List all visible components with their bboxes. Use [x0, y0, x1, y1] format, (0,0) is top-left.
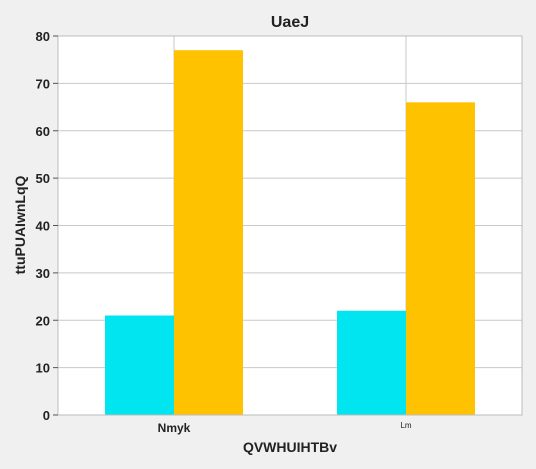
y-tick-label: 60	[36, 124, 50, 139]
y-tick-label: 70	[36, 76, 50, 91]
bar-series-1-lm	[337, 310, 406, 415]
y-tick-label: 50	[36, 171, 50, 186]
x-category-label: Nmyk	[158, 421, 191, 435]
y-tick-label: 0	[43, 408, 50, 423]
y-tick-labels: 0 10 20 30 40 50 60 70 80	[36, 29, 58, 423]
y-axis-label: ttuPUAIwnLqQ	[12, 176, 28, 275]
x-axis-label: QVWHUIHTBv	[243, 439, 337, 455]
bar-series-1-nmyk	[105, 315, 174, 415]
bars	[105, 50, 475, 416]
y-tick-label: 20	[36, 313, 50, 328]
y-tick-label: 40	[36, 219, 50, 234]
chart-title: UaeJ	[271, 14, 309, 31]
bar-series-2-nmyk	[174, 50, 243, 416]
y-tick-label: 30	[36, 266, 50, 281]
bar-series-2-lm	[406, 102, 475, 415]
y-tick-label: 80	[36, 29, 50, 44]
x-category-labels: Nmyk Lm	[158, 421, 412, 435]
x-category-label: Lm	[400, 421, 411, 430]
y-tick-label: 10	[36, 361, 50, 376]
